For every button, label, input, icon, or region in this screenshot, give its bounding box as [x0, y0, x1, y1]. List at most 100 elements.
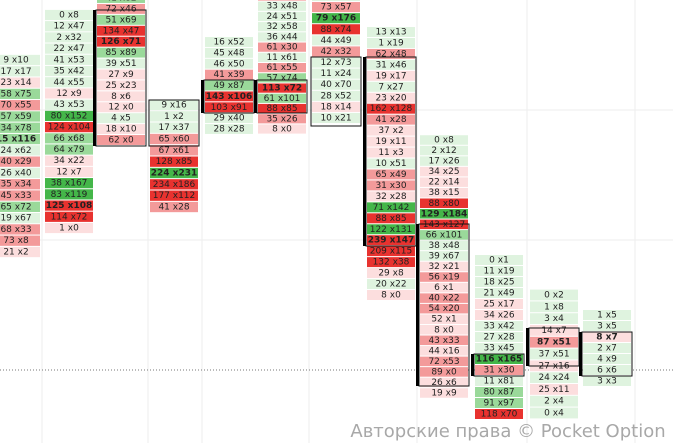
cell-bg — [475, 321, 523, 331]
cell-bg — [45, 222, 93, 234]
cell-label: 43 x33 — [428, 336, 459, 346]
cell-label: 12 x73 — [320, 58, 351, 68]
cell-label: 4 x5 — [111, 114, 131, 124]
cell-label: 24 x51 — [266, 12, 297, 22]
cell-label: 17 x26 — [428, 157, 459, 167]
cell-label: 12 x7 — [56, 167, 81, 177]
cell-label: 103 x91 — [211, 103, 248, 113]
cell-label: 72 x46 — [105, 4, 136, 14]
cell-bg — [420, 198, 468, 209]
cell-label: 132 x38 — [373, 258, 410, 268]
cell-bg — [258, 22, 306, 32]
cell-label: 17 x37 — [158, 123, 189, 133]
cell-label: 3 x3 — [597, 377, 617, 387]
cell-label: 25 x17 — [483, 300, 514, 310]
cell-bg — [530, 325, 578, 336]
cell-label: 19 x67 — [0, 214, 31, 224]
cell-bg — [97, 3, 145, 14]
cell-label: 41 x39 — [213, 70, 244, 80]
cell-bg — [420, 282, 468, 293]
cell-label: 35 x42 — [53, 67, 84, 77]
cell-label: 11 x19 — [483, 267, 514, 277]
cell-label: 32 x21 — [428, 262, 459, 272]
cell-label: 2 x32 — [56, 33, 81, 43]
cell-bg — [367, 279, 415, 290]
cell-label: 88 x85 — [266, 104, 297, 114]
candle-bar — [363, 57, 366, 246]
cell-label: 128 x85 — [156, 157, 193, 167]
cell-label: 13 x13 — [375, 28, 406, 38]
cell-label: 72 x53 — [428, 357, 459, 367]
cell-bg — [258, 73, 306, 83]
cell-label: 26 x40 — [0, 168, 31, 178]
cell-bg — [420, 356, 468, 367]
cell-bg — [312, 112, 360, 124]
cell-bg — [420, 230, 468, 240]
cell-bg — [420, 388, 468, 398]
cell-bg — [150, 190, 198, 201]
cell-label: 0 x4 — [544, 409, 564, 419]
cell-label: 65 x72 — [0, 202, 31, 212]
cell-label: 7 x27 — [378, 82, 403, 92]
cell-bg — [420, 209, 468, 219]
cell-bg — [45, 32, 93, 43]
cell-label: 73 x8 — [3, 236, 29, 246]
cell-label: 3 x5 — [597, 322, 617, 332]
cell-label: 6 x1 — [434, 283, 454, 293]
cell-bg — [475, 343, 523, 353]
cell-bg — [367, 48, 415, 59]
cell-label: 44 x55 — [53, 78, 84, 88]
cell-bg — [420, 177, 468, 187]
cell-bg — [97, 14, 145, 25]
cell-label: 27 x9 — [108, 70, 134, 80]
cell-bg — [45, 110, 93, 121]
cell-label: 14 x7 — [541, 326, 566, 336]
cell-bg — [475, 365, 523, 375]
cell-label: 124 x104 — [48, 123, 91, 133]
cell-label: 65 x49 — [375, 170, 406, 180]
cell-bg — [0, 235, 40, 246]
cell-label: 25 x23 — [105, 81, 136, 91]
cell-bg — [312, 35, 360, 46]
cell-bg — [420, 314, 468, 324]
cell-bg — [0, 88, 40, 100]
cell-bg — [0, 122, 40, 133]
cell-label: 89 x0 — [431, 367, 457, 377]
cell-label: 45 x48 — [213, 48, 244, 58]
cell-label: 62 x48 — [375, 49, 406, 59]
cell-label: 39 x51 — [105, 59, 136, 69]
cell-bg — [205, 37, 253, 47]
cell-bg — [97, 113, 145, 124]
cell-label: 19 x11 — [375, 137, 406, 147]
cell-bg — [312, 90, 360, 101]
cell-bg — [45, 99, 93, 110]
cell-label: 11 x61 — [266, 53, 297, 63]
cell-label: 65 x60 — [158, 135, 189, 145]
cell-bg — [367, 70, 415, 81]
cell-bg — [475, 376, 523, 386]
cell-bg — [367, 125, 415, 136]
cell-label: 44 x49 — [320, 36, 351, 46]
cell-bg — [367, 169, 415, 180]
cell-bg — [367, 290, 415, 300]
candle-bar — [201, 80, 204, 113]
cell-bg — [0, 167, 40, 179]
cell-bg — [45, 122, 93, 133]
cell-label: 88 x74 — [320, 25, 351, 35]
cell-label: 8 x0 — [272, 125, 292, 135]
cell-bg — [530, 372, 578, 383]
cell-label: 52 x1 — [431, 315, 456, 325]
cell-bg — [258, 11, 306, 22]
cell-label: 16 x52 — [213, 38, 244, 48]
cell-label: 33 x45 — [483, 344, 514, 354]
cell-bg — [530, 313, 578, 324]
cell-bg — [420, 377, 468, 388]
cell-bg — [45, 200, 93, 211]
cell-label: 39 x67 — [428, 251, 459, 261]
cell-bg — [45, 54, 93, 65]
cell-bg — [0, 179, 40, 190]
cell-bg — [45, 211, 93, 222]
cell-bg — [0, 77, 40, 88]
cell-bg — [150, 179, 198, 190]
